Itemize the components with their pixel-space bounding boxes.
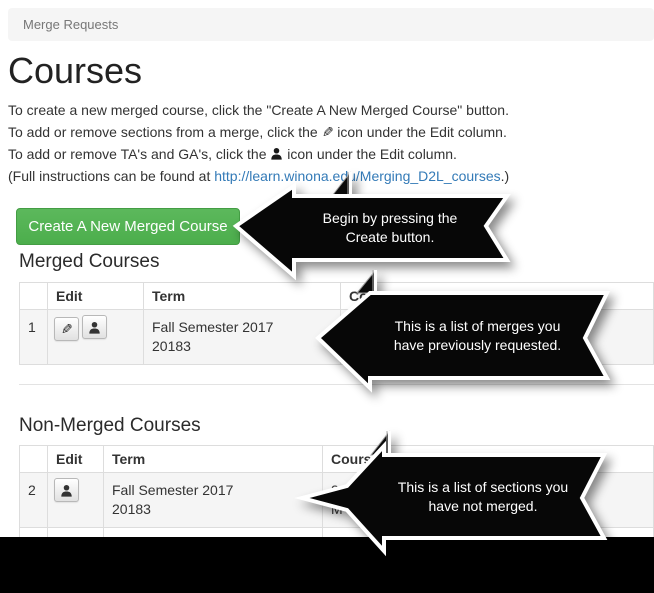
edit-sections-button[interactable]: ✎: [54, 317, 79, 341]
column-header-course: Course: [322, 445, 654, 473]
person-icon: [271, 147, 283, 160]
non-merged-courses-title: Non-Merged Courses: [19, 415, 201, 436]
callout-text: Begin by pressing the Create button.: [322, 210, 458, 245]
column-header-term: Term: [143, 282, 341, 310]
merged-courses-table: Edit Term Course 1 ✎ Fall Semester 2017 2…: [19, 282, 654, 365]
page-title: Courses: [8, 50, 143, 91]
edit-people-button[interactable]: [54, 478, 79, 502]
table-row: 1 ✎ Fall Semester 2017 20183: [19, 309, 654, 365]
column-header-num: [19, 282, 48, 310]
full-instructions-link[interactable]: http://learn.winona.edu/Merging_D2L_cour…: [214, 168, 501, 184]
create-merged-course-button[interactable]: Create A New Merged Course: [16, 208, 240, 245]
person-icon: [61, 484, 72, 497]
column-header-course: Course: [340, 282, 654, 310]
row-number: 2: [19, 472, 48, 528]
instruction-line-4: (Full instructions can be found at http:…: [8, 168, 510, 184]
row-number: 1: [19, 309, 48, 365]
bottom-filler-bar: [0, 537, 654, 593]
pencil-icon: ✎: [60, 320, 73, 337]
term-cell: Fall Semester 2017 20183: [143, 309, 341, 365]
table-header-row: Edit Term Course: [19, 445, 654, 473]
column-header-num: [19, 445, 48, 473]
instruction-line-1: To create a new merged course, click the…: [8, 102, 509, 118]
instruction-line-3: To add or remove TA's and GA's, click th…: [8, 146, 457, 162]
column-header-edit: Edit: [47, 282, 144, 310]
breadcrumb[interactable]: Merge Requests: [8, 8, 654, 41]
instruction-line-2: To add or remove sections from a merge, …: [8, 121, 628, 143]
column-header-edit: Edit: [47, 445, 104, 473]
section-divider: [19, 384, 654, 385]
edit-people-button[interactable]: [82, 315, 107, 339]
course-cell: [340, 309, 654, 365]
merged-courses-title: Merged Courses: [19, 251, 160, 272]
breadcrumb-label: Merge Requests: [23, 17, 119, 32]
non-merged-courses-table: Edit Term Course 2 Fall Semester 2017 201…: [19, 445, 654, 545]
person-icon: [89, 321, 100, 334]
table-header-row: Edit Term Course: [19, 282, 654, 310]
term-cell: Fall Semester 2017 20183: [103, 472, 323, 528]
column-header-term: Term: [103, 445, 323, 473]
instructions: To create a new merged course, click the…: [8, 99, 628, 187]
pencil-icon: ✎: [321, 124, 334, 140]
